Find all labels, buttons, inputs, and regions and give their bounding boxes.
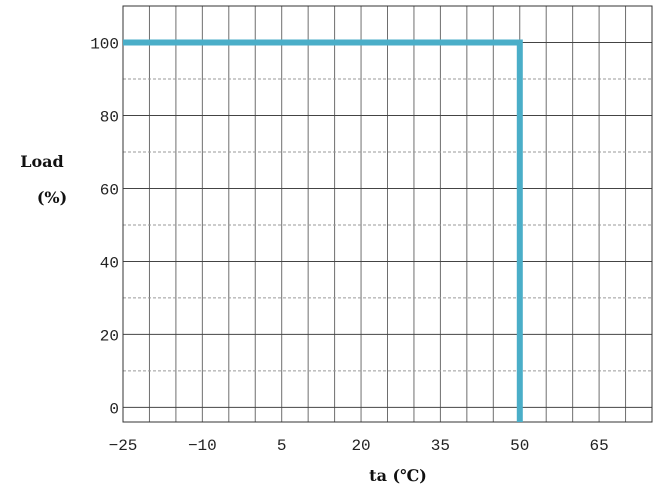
y-tick-label: 100 — [90, 35, 119, 53]
x-tick-label: 5 — [277, 437, 287, 455]
series-line — [123, 39, 523, 422]
y-tick-label: 0 — [109, 400, 119, 418]
y-tick-label: 40 — [100, 254, 119, 272]
x-tick-label: 35 — [431, 437, 450, 455]
x-tick-label: −10 — [188, 437, 217, 455]
grid — [123, 6, 652, 422]
y-axis-title-line2: (%) — [37, 188, 67, 207]
series-layer — [123, 39, 523, 422]
y-tick-label: 20 — [100, 327, 119, 345]
x-tick-label: −25 — [109, 437, 138, 455]
x-axis-title: ta (℃) — [369, 466, 427, 485]
y-axis-title-line1: Load — [20, 152, 63, 171]
x-tick-labels: −25 −10 5 20 35 50 65 — [109, 437, 609, 455]
plot-frame — [122, 5, 653, 423]
x-tick-label: 65 — [589, 437, 608, 455]
y-tick-label: 60 — [100, 181, 119, 199]
y-tick-label: 80 — [100, 108, 119, 126]
y-tick-labels: 0 20 40 60 80 100 — [90, 35, 119, 418]
x-tick-label: 20 — [351, 437, 370, 455]
x-tick-label: 50 — [510, 437, 529, 455]
